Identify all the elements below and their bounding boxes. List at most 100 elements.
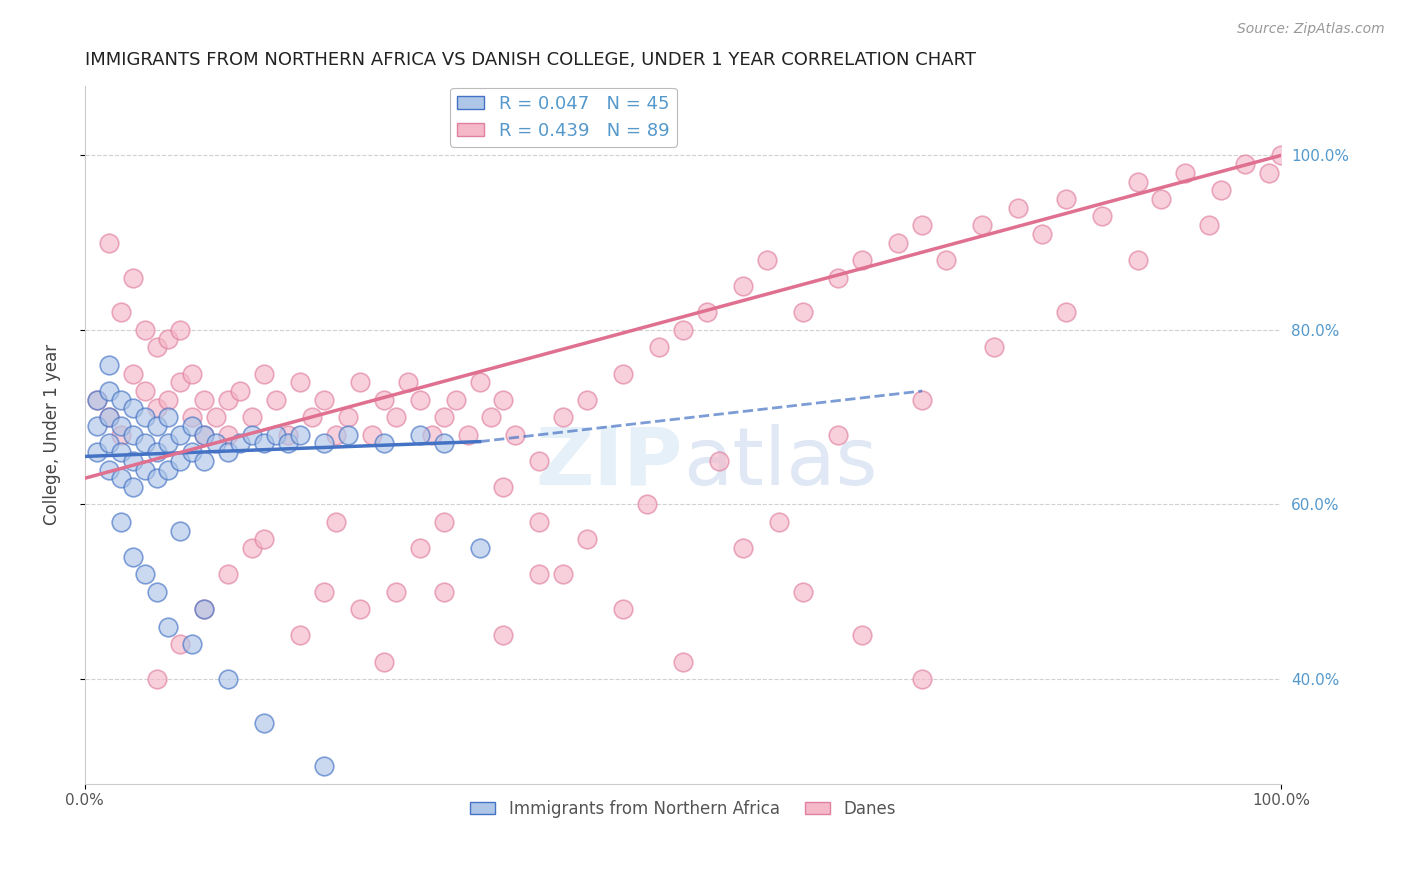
Point: [145, 471, 167, 485]
Point: [157, 410, 180, 425]
Point: [444, 392, 467, 407]
Point: [373, 392, 395, 407]
Point: [121, 401, 143, 416]
Point: [240, 410, 263, 425]
Point: [768, 515, 790, 529]
Point: [409, 392, 432, 407]
Point: [529, 454, 551, 468]
Point: [193, 602, 215, 616]
Point: [145, 418, 167, 433]
Point: [169, 637, 191, 651]
Point: [935, 253, 957, 268]
Point: [1211, 183, 1233, 197]
Point: [181, 637, 204, 651]
Point: [157, 332, 180, 346]
Point: [396, 376, 419, 390]
Point: [121, 480, 143, 494]
Point: [217, 672, 239, 686]
Point: [264, 427, 287, 442]
Point: [157, 462, 180, 476]
Point: [240, 541, 263, 555]
Point: [181, 367, 204, 381]
Point: [97, 462, 120, 476]
Point: [672, 323, 695, 337]
Point: [1198, 218, 1220, 232]
Point: [110, 471, 132, 485]
Point: [229, 436, 252, 450]
Point: [983, 340, 1005, 354]
Point: [169, 524, 191, 538]
Point: [851, 253, 873, 268]
Point: [827, 427, 849, 442]
Point: [145, 445, 167, 459]
Point: [181, 418, 204, 433]
Point: [707, 454, 730, 468]
Point: [145, 401, 167, 416]
Point: [553, 567, 575, 582]
Point: [827, 270, 849, 285]
Point: [301, 410, 323, 425]
Point: [312, 392, 335, 407]
Point: [145, 584, 167, 599]
Point: [1174, 166, 1197, 180]
Point: [157, 620, 180, 634]
Point: [134, 384, 156, 398]
Point: [97, 436, 120, 450]
Point: [349, 602, 371, 616]
Point: [193, 392, 215, 407]
Point: [433, 410, 456, 425]
Point: [576, 533, 599, 547]
Point: [433, 436, 456, 450]
Point: [134, 410, 156, 425]
Point: [193, 602, 215, 616]
Point: [134, 436, 156, 450]
Point: [384, 410, 406, 425]
Point: [312, 584, 335, 599]
Point: [1054, 305, 1077, 319]
Point: [253, 533, 276, 547]
Point: [792, 584, 814, 599]
Point: [325, 515, 347, 529]
Point: [1150, 192, 1173, 206]
Point: [253, 367, 276, 381]
Text: ZIP: ZIP: [536, 424, 683, 501]
Point: [1054, 192, 1077, 206]
Point: [110, 445, 132, 459]
Point: [134, 567, 156, 582]
Point: [731, 279, 754, 293]
Point: [157, 436, 180, 450]
Point: [97, 384, 120, 398]
Point: [1270, 148, 1292, 162]
Point: [86, 418, 108, 433]
Point: [970, 218, 993, 232]
Point: [1091, 210, 1114, 224]
Point: [169, 454, 191, 468]
Point: [553, 410, 575, 425]
Point: [157, 392, 180, 407]
Point: [1258, 166, 1281, 180]
Point: [612, 602, 634, 616]
Point: [277, 436, 299, 450]
Point: [792, 305, 814, 319]
Point: [481, 410, 503, 425]
Point: [110, 515, 132, 529]
Point: [110, 305, 132, 319]
Point: [97, 358, 120, 372]
Point: [433, 515, 456, 529]
Point: [384, 584, 406, 599]
Point: [134, 462, 156, 476]
Point: [288, 628, 311, 642]
Point: [121, 270, 143, 285]
Point: [336, 427, 359, 442]
Point: [145, 340, 167, 354]
Text: Source: ZipAtlas.com: Source: ZipAtlas.com: [1237, 22, 1385, 37]
Point: [529, 515, 551, 529]
Point: [373, 655, 395, 669]
Point: [86, 445, 108, 459]
Point: [1126, 174, 1149, 188]
Point: [492, 628, 515, 642]
Point: [86, 392, 108, 407]
Legend: Immigrants from Northern Africa, Danes: Immigrants from Northern Africa, Danes: [464, 793, 903, 824]
Point: [86, 392, 108, 407]
Point: [911, 218, 934, 232]
